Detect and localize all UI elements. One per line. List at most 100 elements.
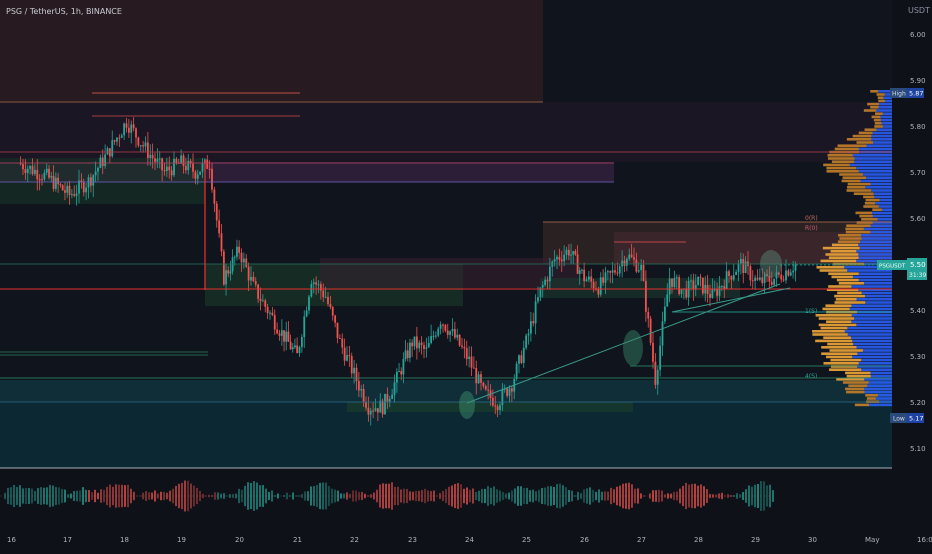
oscillator-bar-147 [445, 489, 447, 503]
candle-body-253 [614, 270, 616, 272]
oscillator-bar-138 [418, 491, 420, 501]
candle-body-75 [197, 174, 199, 178]
oscillator-bar-203 [613, 489, 615, 502]
candle-body-60 [161, 158, 163, 170]
profile-bar-blue-91 [869, 381, 892, 384]
profile-bar-orange-40 [861, 218, 877, 221]
oscillator-bar-221 [667, 493, 669, 498]
candle-body-325 [785, 271, 787, 281]
profile-bar-blue-3 [885, 100, 892, 103]
candle-body-3 [27, 169, 29, 173]
profile-bar-orange-39 [859, 215, 872, 218]
candle-body-87 [225, 270, 227, 284]
oscillator-bar-77 [235, 494, 237, 499]
oscillator-bar-65 [199, 491, 201, 501]
profile-bar-orange-63 [837, 292, 862, 295]
candle-body-61 [164, 170, 166, 171]
oscillator-bar-38 [118, 485, 120, 508]
candle-body-135 [337, 323, 339, 338]
candle-body-12 [48, 169, 50, 178]
highlight-ellipse-low [459, 391, 475, 419]
oscillator-bar-154 [466, 487, 468, 504]
profile-bar-blue-80 [857, 346, 892, 349]
oscillator-bar-76 [232, 494, 234, 498]
profile-bar-blue-76 [848, 333, 892, 336]
oscillator-bar-227 [685, 483, 687, 509]
oscillator-bar-115 [349, 494, 351, 498]
candle-body-286 [692, 280, 694, 289]
profile-bar-orange-83 [826, 356, 852, 359]
oscillator-bar-140 [424, 489, 426, 503]
candle-body-182 [447, 331, 449, 335]
oscillator-bar-234 [706, 489, 708, 503]
symbol-tag: PSGUSDT [879, 264, 906, 270]
profile-bar-orange-96 [867, 397, 876, 400]
candle-body-17 [60, 184, 62, 185]
oscillator-bar-151 [457, 483, 459, 509]
profile-bar-orange-31 [847, 189, 872, 192]
candle-body-172 [423, 345, 425, 349]
profile-bar-orange-12 [865, 128, 877, 131]
oscillator-bar-169 [511, 491, 513, 502]
candle-body-311 [752, 280, 754, 281]
candle-body-268 [650, 319, 652, 343]
countdown: 31:39 [909, 272, 926, 279]
profile-bar-orange-44 [846, 231, 871, 234]
oscillator-bar-123 [373, 493, 375, 500]
oscillator-bar-85 [259, 485, 261, 507]
candle-body-154 [382, 401, 384, 415]
oscillator-bar-128 [388, 484, 390, 509]
candle-body-162 [400, 371, 402, 374]
oscillator-bar-102 [310, 486, 312, 505]
profile-bar-orange-95 [865, 394, 878, 397]
oscillator-bar-148 [448, 487, 450, 505]
profile-bar-orange-26 [839, 173, 863, 176]
oscillator-bar-103 [313, 486, 315, 506]
candle-body-168 [414, 336, 416, 346]
profile-bar-orange-47 [838, 240, 860, 243]
candle-body-288 [697, 277, 699, 285]
profile-bar-blue-72 [851, 320, 892, 323]
candle-body-234 [570, 255, 572, 256]
candle-body-46 [128, 128, 130, 133]
profile-bar-orange-74 [821, 327, 848, 330]
candle-body-92 [236, 247, 238, 257]
candle-body-5 [32, 166, 34, 174]
candle-body-194 [475, 368, 477, 383]
candle-body-298 [721, 286, 723, 287]
profile-bar-orange-48 [832, 244, 858, 247]
candle-body-134 [334, 316, 336, 323]
oscillator-bar-170 [514, 488, 516, 503]
profile-bar-orange-84 [830, 359, 861, 362]
profile-bar-blue-89 [871, 375, 892, 378]
candle-body-280 [678, 277, 680, 294]
candle-body-145 [360, 389, 362, 390]
profile-bar-orange-82 [821, 352, 857, 355]
candle-body-258 [626, 259, 628, 266]
candle-body-148 [367, 408, 369, 415]
candle-body-35 [102, 158, 104, 166]
oscillator-bar-96 [292, 492, 294, 499]
profile-bar-blue-75 [845, 330, 892, 333]
profile-bar-orange-2 [878, 96, 884, 99]
candle-body-327 [790, 272, 792, 275]
oscillator-bar-79 [241, 490, 243, 502]
annotation-3: 4(S) [805, 373, 817, 380]
profile-bar-blue-21 [855, 157, 892, 160]
oscillator-bar-160 [484, 489, 486, 503]
candle-body-198 [485, 386, 487, 389]
profile-bar-blue-28 [860, 180, 892, 183]
candle-body-205 [501, 389, 503, 405]
profile-bar-orange-22 [832, 160, 854, 163]
time-tick-13: 29 [751, 536, 760, 544]
profile-bar-orange-10 [875, 122, 882, 125]
profile-bar-blue-49 [860, 247, 892, 250]
oscillator-bar-19 [61, 489, 63, 503]
profile-bar-orange-28 [842, 180, 861, 183]
candle-body-125 [313, 282, 315, 284]
oscillator-bar-253 [763, 481, 765, 510]
candle-body-276 [669, 278, 671, 294]
oscillator-bar-179 [541, 488, 543, 504]
profile-bar-orange-61 [828, 285, 851, 288]
